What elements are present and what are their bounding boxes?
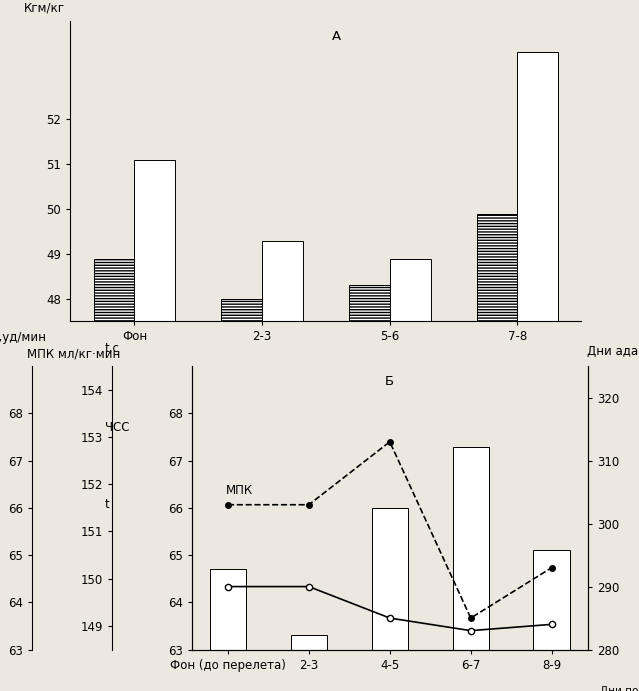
Bar [93,258,134,691]
Bar [210,569,246,691]
Bar [291,636,327,691]
Text: МПК: МПК [226,484,253,497]
Text: Дни адаптации: Дни адаптации [587,346,639,359]
Bar [221,299,262,691]
Bar [477,214,518,691]
Bar [518,52,558,691]
Bar [390,258,431,691]
Bar [452,446,489,691]
Bar [262,240,303,691]
Text: МПК мл/кг·мин: МПК мл/кг·мин [27,348,120,361]
Text: А: А [332,30,341,43]
Bar [534,551,570,691]
Bar [349,285,390,691]
Text: Кгм/кг: Кгм/кг [24,1,65,15]
Text: t: t [105,498,109,511]
Text: ЧСС,уд/мин: ЧСС,уд/мин [0,330,45,343]
Text: t,c: t,c [105,342,119,355]
Bar [372,508,408,691]
Bar [134,160,175,691]
Text: ЧСС: ЧСС [105,422,129,435]
Text: Б: Б [385,375,394,388]
Text: Дни после
перелета: Дни после перелета [600,686,639,691]
